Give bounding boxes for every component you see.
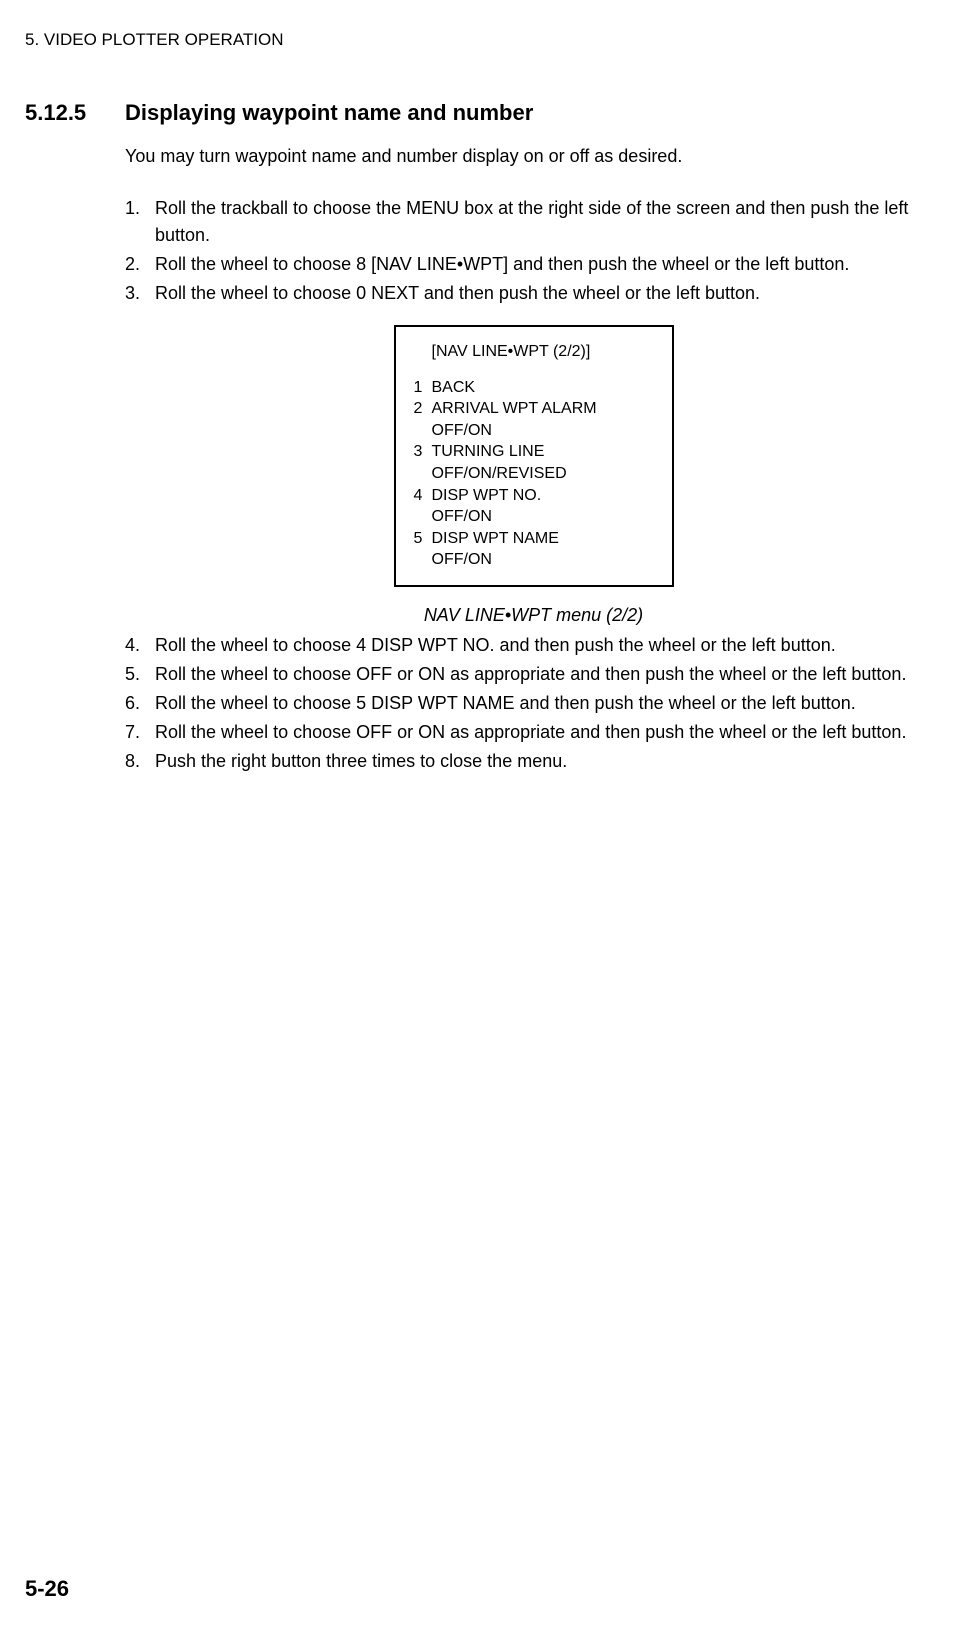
menu-item-num: 2 [414, 398, 432, 420]
menu-item: 5 DISP WPT NAME [414, 528, 654, 550]
section-title: Displaying waypoint name and number [125, 100, 533, 126]
content-area: You may turn waypoint name and number di… [125, 146, 942, 775]
menu-item-sub: OFF/ON [414, 549, 654, 571]
menu-item-sub: OFF/ON [414, 506, 654, 528]
list-item: 7. Roll the wheel to choose OFF or ON as… [125, 719, 942, 746]
list-item: 8. Push the right button three times to … [125, 748, 942, 775]
page-number: 5-26 [25, 1576, 69, 1602]
step-number: 3. [125, 280, 155, 307]
step-number: 7. [125, 719, 155, 746]
menu-item: 2 ARRIVAL WPT ALARM [414, 398, 654, 420]
menu-item-text: TURNING LINE [432, 441, 654, 463]
step-text: Roll the trackball to choose the MENU bo… [155, 195, 942, 249]
menu-item-num: 3 [414, 441, 432, 463]
menu-item-text: BACK [432, 377, 654, 399]
menu-item-sub: OFF/ON [414, 420, 654, 442]
step-text: Roll the wheel to choose 5 DISP WPT NAME… [155, 690, 942, 717]
step-text: Roll the wheel to choose 8 [NAV LINE•WPT… [155, 251, 942, 278]
menu-item-sub: OFF/ON/REVISED [414, 463, 654, 485]
step-number: 4. [125, 632, 155, 659]
section-number: 5.12.5 [25, 100, 125, 126]
menu-item: 4 DISP WPT NO. [414, 485, 654, 507]
menu-item-num: 4 [414, 485, 432, 507]
step-number: 6. [125, 690, 155, 717]
menu-item-text: DISP WPT NAME [432, 528, 654, 550]
step-text: Roll the wheel to choose OFF or ON as ap… [155, 719, 942, 746]
list-item: 3. Roll the wheel to choose 0 NEXT and t… [125, 280, 942, 307]
menu-box: [NAV LINE•WPT (2/2)] 1 BACK 2 ARRIVAL WP… [394, 325, 674, 587]
step-number: 8. [125, 748, 155, 775]
step-text: Roll the wheel to choose 4 DISP WPT NO. … [155, 632, 942, 659]
section-heading: 5.12.5 Displaying waypoint name and numb… [25, 100, 942, 126]
menu-item-text: ARRIVAL WPT ALARM [432, 398, 654, 420]
step-text: Push the right button three times to clo… [155, 748, 942, 775]
step-number: 2. [125, 251, 155, 278]
list-item: 2. Roll the wheel to choose 8 [NAV LINE•… [125, 251, 942, 278]
menu-item-text: DISP WPT NO. [432, 485, 654, 507]
step-text: Roll the wheel to choose 0 NEXT and then… [155, 280, 942, 307]
list-item: 6. Roll the wheel to choose 5 DISP WPT N… [125, 690, 942, 717]
steps-list-b: 4. Roll the wheel to choose 4 DISP WPT N… [125, 632, 942, 775]
menu-title: [NAV LINE•WPT (2/2)] [414, 341, 654, 363]
steps-list-a: 1. Roll the trackball to choose the MENU… [125, 195, 942, 307]
menu-item: 1 BACK [414, 377, 654, 399]
step-number: 1. [125, 195, 155, 249]
list-item: 5. Roll the wheel to choose OFF or ON as… [125, 661, 942, 688]
menu-item-num: 1 [414, 377, 432, 399]
step-number: 5. [125, 661, 155, 688]
intro-text: You may turn waypoint name and number di… [125, 146, 942, 167]
list-item: 1. Roll the trackball to choose the MENU… [125, 195, 942, 249]
menu-item-num: 5 [414, 528, 432, 550]
figure-caption: NAV LINE•WPT menu (2/2) [125, 605, 942, 626]
page-header: 5. VIDEO PLOTTER OPERATION [25, 30, 942, 50]
list-item: 4. Roll the wheel to choose 4 DISP WPT N… [125, 632, 942, 659]
menu-item: 3 TURNING LINE [414, 441, 654, 463]
step-text: Roll the wheel to choose OFF or ON as ap… [155, 661, 942, 688]
